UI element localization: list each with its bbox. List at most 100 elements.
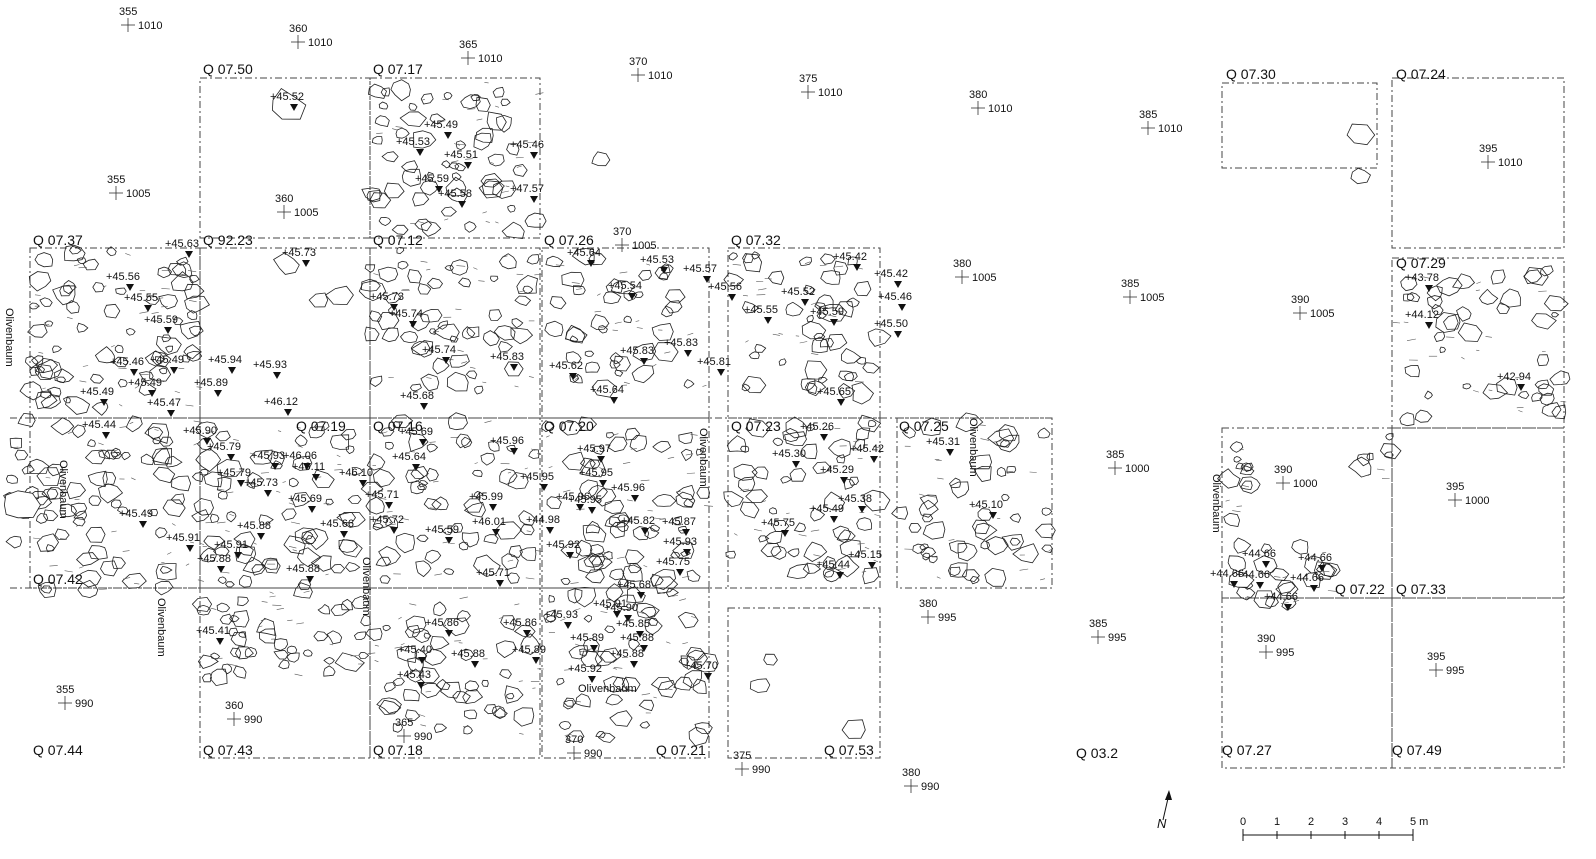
stone: [244, 646, 258, 658]
stone: [412, 192, 430, 207]
stone: [392, 421, 400, 429]
elevation-point: +45.95: [520, 471, 554, 491]
elevation-value: +45.89: [570, 632, 604, 644]
trench-square-outline: [369, 77, 541, 239]
rubble-line: [1485, 336, 1492, 338]
stone: [37, 359, 62, 380]
stone: [1414, 409, 1433, 423]
rubble-line: [158, 380, 165, 383]
stone: [297, 579, 312, 591]
olive-tree-label: Olivenbaum: [360, 557, 372, 616]
stone: [832, 525, 851, 541]
olive-tree-label: Olivenbaum: [967, 418, 979, 477]
stone: [519, 547, 537, 562]
stone: [164, 455, 183, 468]
rubble-line: [34, 294, 41, 296]
stone: [652, 440, 672, 453]
stone: [560, 577, 571, 585]
scale-tick-5: 5 m: [1410, 816, 1428, 828]
stone: [742, 253, 763, 273]
stone: [426, 443, 439, 453]
rubble-line: [1273, 576, 1281, 578]
rubble-line: [761, 500, 767, 503]
elevation-triangle: [359, 480, 367, 487]
stone: [696, 486, 711, 499]
stone: [751, 251, 761, 260]
stone: [638, 699, 655, 712]
elevation-point: +45.59: [415, 173, 449, 193]
stone: [801, 321, 827, 340]
elevation-triangle: [590, 645, 598, 652]
stone: [740, 445, 750, 453]
rubble-line: [873, 559, 879, 563]
elevation-point: +43.78: [1405, 272, 1439, 292]
elevation-point: +45.93: [544, 609, 578, 629]
elevation-value: +45.49: [119, 508, 153, 520]
stone: [103, 303, 121, 319]
stone: [426, 171, 435, 181]
elevation-triangle: [214, 390, 222, 397]
elevation-value: +45.42: [874, 268, 908, 280]
grid-easting: 365: [395, 717, 413, 729]
elevation-point: +45.85: [616, 618, 650, 638]
rubble-line: [1282, 576, 1288, 579]
elevation-point: +45.96: [611, 482, 645, 502]
rubble-line: [376, 132, 383, 134]
elevation-value: +45.44: [82, 419, 116, 431]
stone: [40, 585, 52, 594]
elevation-triangle: [1425, 322, 1433, 329]
stone: [325, 498, 334, 506]
stone: [461, 532, 480, 548]
grid-easting: 395: [1446, 481, 1464, 493]
elevation-triangle: [186, 545, 194, 552]
rubble-line: [433, 480, 439, 483]
stone: [855, 356, 866, 365]
stone: [14, 449, 29, 461]
stone: [561, 451, 586, 471]
elevation-value: +45.93: [251, 450, 285, 462]
rubble-line: [851, 448, 856, 451]
rubble-line: [811, 353, 819, 355]
elevation-point: +45.73: [370, 291, 404, 311]
stone: [407, 269, 422, 284]
elevation-triangle: [464, 162, 472, 169]
rubble-line: [386, 511, 393, 513]
grid-northing: 995: [1446, 665, 1464, 677]
stone: [465, 370, 478, 380]
square-label: Q 07.43: [203, 742, 253, 758]
elevation-point: +45.87: [662, 516, 696, 536]
elevation-value: +45.52: [781, 286, 815, 298]
rubble-line: [664, 351, 671, 354]
stone: [851, 382, 875, 405]
stone: [454, 162, 467, 172]
stone: [961, 569, 980, 583]
elevation-point: +45.93: [253, 359, 287, 379]
rubble-line: [75, 524, 80, 527]
elevation-value: +45.86: [503, 617, 537, 629]
stone: [839, 539, 862, 558]
elevation-triangle: [257, 533, 265, 540]
elevation-point: +45.65: [817, 386, 851, 406]
elevation-value: +45.64: [590, 384, 624, 396]
stone: [366, 190, 381, 203]
square-label: Q 07.16: [373, 418, 423, 434]
elevation-triangle: [217, 566, 225, 573]
rubble-line: [585, 648, 593, 651]
rubble-line: [187, 270, 197, 273]
elevation-point: +45.42: [874, 268, 908, 288]
stone: [1012, 543, 1039, 564]
stone: [121, 572, 147, 589]
stone: [833, 260, 849, 276]
elevation-triangle: [640, 645, 648, 652]
stone: [458, 277, 472, 288]
rubble-line: [1560, 401, 1567, 403]
rubble-line: [457, 143, 466, 146]
rubble-line: [600, 326, 608, 328]
stone: [760, 542, 782, 558]
stone: [949, 566, 961, 577]
